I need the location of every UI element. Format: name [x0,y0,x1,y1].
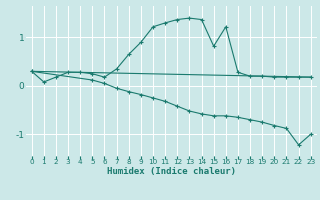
X-axis label: Humidex (Indice chaleur): Humidex (Indice chaleur) [107,167,236,176]
